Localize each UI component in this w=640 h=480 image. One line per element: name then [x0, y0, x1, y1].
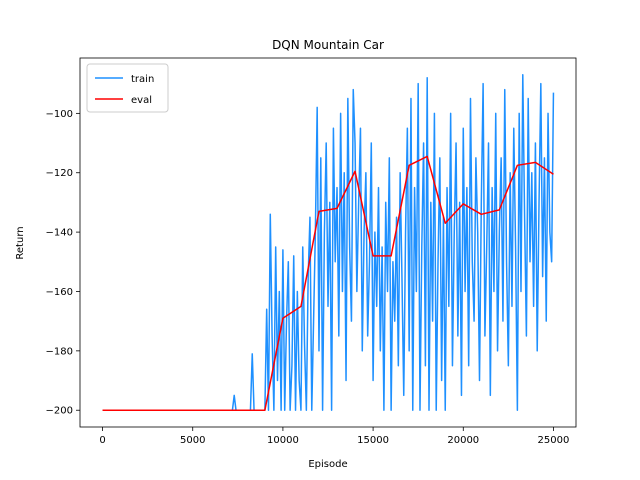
data-line [102, 155, 554, 411]
legend-label: train [131, 74, 154, 85]
data-line [102, 74, 555, 411]
x-tick-label: 5000 [180, 435, 205, 446]
y-tick-label: −120 [46, 168, 73, 179]
y-tick-label: −180 [46, 346, 73, 357]
x-tick-label: 15000 [357, 435, 389, 446]
y-tick-label: −160 [46, 287, 73, 298]
y-tick-label: −200 [46, 406, 73, 417]
y-tick-label: −100 [46, 109, 73, 120]
plot-frame [79, 57, 577, 428]
y-axis-label: Return [15, 226, 26, 259]
x-axis-label: Episode [308, 459, 347, 470]
legend-box [86, 63, 169, 113]
legend-label: eval [131, 95, 152, 106]
y-tick-label: −140 [46, 228, 73, 239]
x-tick-label: 25000 [538, 435, 570, 446]
chart-title: DQN Mountain Car [272, 38, 384, 52]
x-tick-label: 20000 [447, 435, 479, 446]
x-tick-label: 0 [99, 435, 105, 446]
x-tick-label: 10000 [267, 435, 299, 446]
